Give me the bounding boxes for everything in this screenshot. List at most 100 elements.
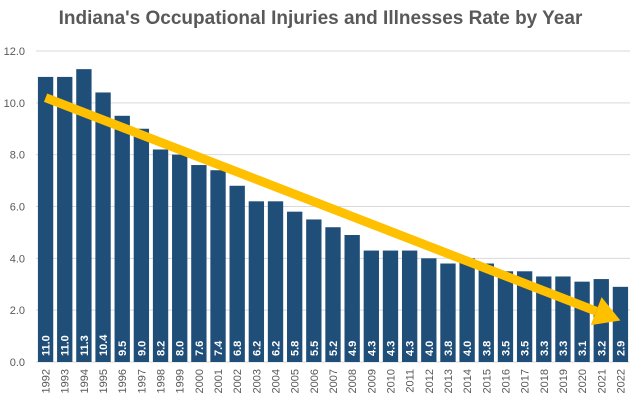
x-tick-label: 2011 (405, 369, 417, 393)
x-tick-label: 2016 (500, 369, 512, 393)
x-tick-label: 2003 (251, 369, 263, 393)
data-label: 3.8 (443, 341, 455, 356)
data-label: 5.8 (290, 341, 302, 356)
x-tick-label: 2019 (558, 369, 570, 393)
bar-2007 (325, 227, 341, 362)
data-label: 3.5 (500, 341, 512, 356)
bar-2002 (229, 185, 245, 362)
data-label: 8.2 (156, 341, 168, 356)
x-tick-label: 2005 (290, 369, 302, 393)
bar-1993 (57, 76, 73, 363)
data-label: 4.3 (385, 341, 397, 356)
bar-2014 (459, 258, 475, 362)
bar-2000 (191, 165, 207, 362)
x-tick-label: 2002 (232, 369, 244, 393)
data-label: 11.0 (60, 335, 72, 356)
x-tick-label: 2014 (462, 369, 474, 393)
data-label: 4.3 (366, 341, 378, 356)
data-label: 3.1 (577, 341, 589, 356)
bar-2003 (248, 201, 265, 362)
data-label: 6.8 (232, 341, 244, 356)
x-tick-label: 1992 (41, 369, 53, 393)
bar-1995 (95, 92, 111, 362)
bar-2001 (210, 170, 226, 362)
bar-2018 (536, 276, 552, 362)
data-label: 8.0 (175, 341, 187, 356)
x-tick-label: 2006 (309, 369, 321, 393)
data-label: 4.0 (424, 341, 436, 356)
x-tick-label: 2018 (539, 369, 551, 393)
x-tick-label: 2007 (328, 369, 340, 393)
x-tick-label: 2012 (424, 369, 436, 393)
data-label: 11.0 (41, 335, 53, 356)
y-tick-label: 2.0 (10, 305, 25, 317)
x-tick-label: 2017 (520, 369, 532, 393)
x-tick-label: 2010 (385, 369, 397, 393)
data-label: 3.3 (539, 341, 551, 356)
bar-2006 (306, 219, 322, 362)
x-tick-label: 2022 (615, 369, 627, 393)
x-tick-label: 1998 (156, 369, 168, 393)
bar-2017 (516, 271, 533, 362)
bar-2016 (497, 271, 514, 362)
trend-arrow-shaft (43, 93, 598, 316)
bar-2013 (440, 263, 456, 362)
data-label: 4.0 (462, 341, 474, 356)
data-label: 3.2 (596, 341, 608, 356)
y-axis-ticks: 0.0 2.0 4.0 6.0 8.0 10.0 12.0 (4, 46, 25, 369)
trend-arrow (43, 93, 621, 326)
data-label: 5.5 (309, 341, 321, 356)
y-tick-label: 4.0 (10, 253, 25, 265)
bar-2010 (382, 250, 399, 362)
y-tick-label: 6.0 (10, 202, 25, 214)
x-tick-label: 2009 (366, 369, 378, 393)
x-tick-label: 2001 (213, 369, 225, 393)
y-tick-label: 8.0 (10, 150, 25, 162)
data-label: 9.5 (117, 341, 129, 356)
x-tick-label: 2004 (271, 369, 283, 393)
bar-2004 (267, 201, 284, 362)
x-axis-ticks: 1992 1993 1994 1995 1996 1997 1998 1999 2000 2001… (41, 369, 628, 393)
bar-2008 (344, 235, 360, 362)
bar-2011 (401, 250, 418, 362)
y-tick-label: 12.0 (4, 46, 25, 58)
x-tick-label: 2008 (347, 369, 359, 393)
x-tick-label: 1997 (136, 369, 148, 393)
bar-2005 (287, 211, 303, 362)
bar-1999 (172, 154, 188, 362)
data-label: 6.2 (271, 341, 283, 356)
data-label: 11.3 (79, 335, 91, 356)
data-label: 7.4 (213, 340, 225, 356)
data-labels: 11.0 11.0 11.3 10.4 9.5 9.0 8.2 8.0 7.6 7.4 6.8 6.2… (41, 334, 628, 356)
y-tick-label: 0.0 (10, 357, 25, 369)
data-label: 3.8 (481, 341, 493, 356)
x-tick-label: 2015 (481, 369, 493, 393)
trend-arrow-head (590, 297, 621, 326)
x-tick-label: 1994 (79, 369, 91, 393)
x-tick-label: 1999 (175, 369, 187, 393)
x-tick-label: 1996 (117, 369, 129, 393)
data-label: 9.0 (136, 341, 148, 356)
x-tick-label: 2021 (596, 369, 608, 393)
bar-2015 (478, 263, 494, 362)
bar-2022 (612, 286, 629, 362)
x-tick-label: 2013 (443, 369, 455, 393)
x-tick-label: 1993 (60, 369, 72, 393)
x-tick-label: 1995 (98, 369, 110, 393)
data-label: 10.4 (98, 334, 110, 356)
bar-1992 (37, 76, 54, 363)
bar-1996 (114, 115, 130, 363)
bar-2012 (421, 258, 437, 362)
data-label: 5.2 (328, 341, 340, 356)
data-label: 4.3 (405, 341, 417, 356)
x-tick-label: 2000 (194, 369, 206, 393)
bar-1998 (152, 149, 169, 362)
bar-1997 (133, 128, 150, 362)
chart-title: Indiana's Occupational Injuries and Illn… (58, 8, 583, 29)
data-label: 4.9 (347, 341, 359, 356)
data-label: 7.6 (194, 341, 206, 356)
bar-2009 (363, 250, 379, 362)
y-tick-label: 10.0 (4, 98, 25, 110)
